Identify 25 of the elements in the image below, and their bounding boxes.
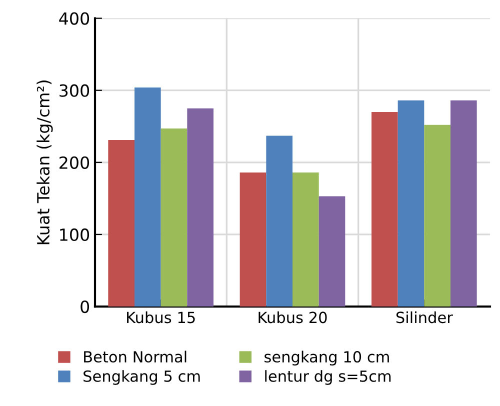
bar — [187, 108, 214, 307]
bar — [292, 172, 319, 307]
y-tick-label: 200 — [60, 156, 90, 169]
bar — [108, 140, 134, 307]
x-tick-label: Kubus 20 — [258, 311, 327, 324]
y-tick-label: 300 — [60, 84, 90, 97]
bar — [160, 128, 188, 307]
x-tick-label: Silinder — [396, 311, 453, 324]
legend-label: lentur dg s=5cm — [265, 370, 391, 385]
y-tick-label: 100 — [60, 228, 90, 242]
bar — [134, 87, 161, 307]
x-tick-label: Kubus 15 — [127, 311, 195, 324]
bar — [450, 100, 477, 307]
legend-label: Sengkang 5 cm — [84, 370, 200, 385]
bar — [372, 112, 398, 307]
y-tick-label: 0 — [80, 300, 90, 314]
legend-label: sengkang 10 cm — [264, 350, 389, 366]
bar — [318, 196, 346, 307]
y-axis-title: Kuat Tekan (kg/cm²) — [36, 80, 53, 244]
bar — [398, 100, 424, 307]
legend-label: Beton Normal — [84, 350, 186, 363]
bar — [240, 172, 266, 307]
bar — [266, 136, 292, 307]
bar — [424, 124, 450, 307]
y-tick-label: 400 — [59, 12, 90, 25]
